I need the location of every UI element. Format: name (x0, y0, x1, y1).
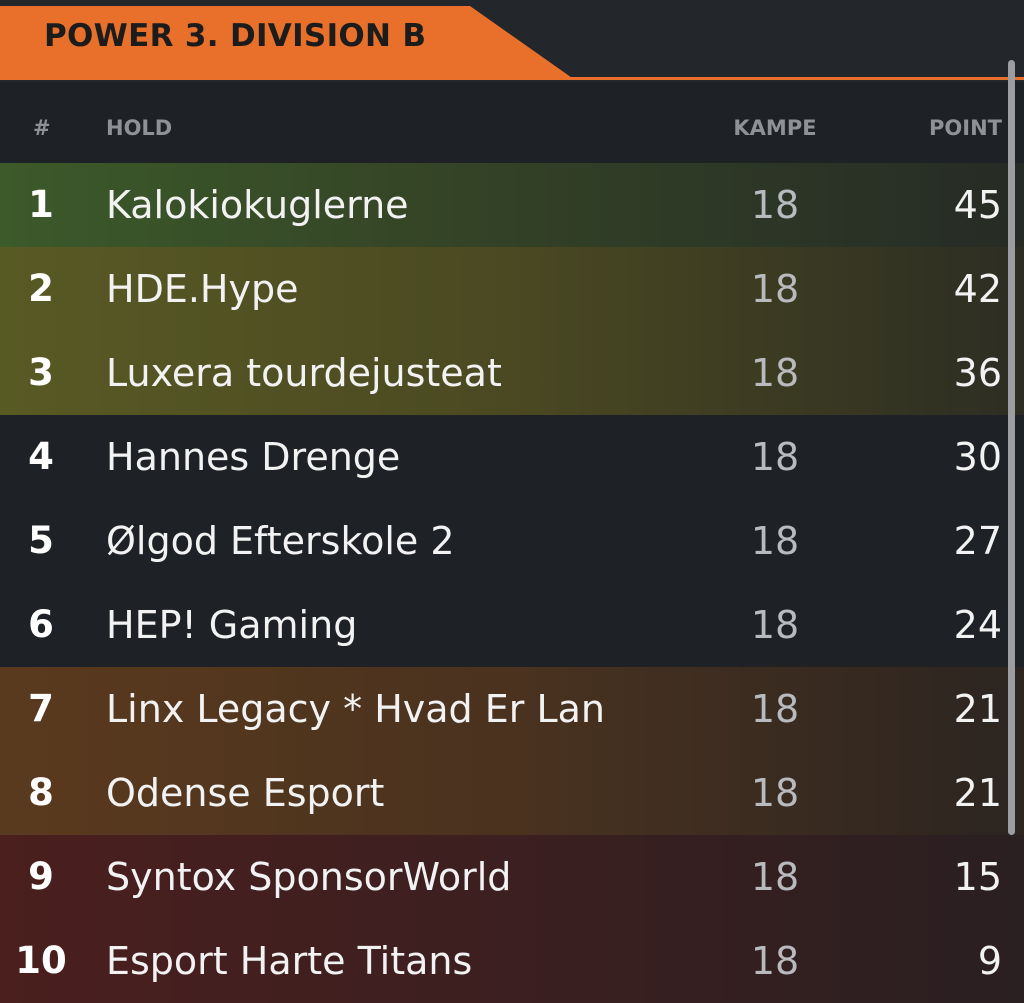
row-team: Esport Harte Titans (106, 939, 473, 983)
row-rank: 2 (28, 267, 54, 310)
row-rank: 1 (28, 183, 54, 226)
row-team: Luxera tourdejusteat (106, 351, 502, 395)
row-rank: 9 (28, 855, 54, 898)
row-rank: 8 (28, 771, 54, 814)
table-row[interactable]: 8 Odense Esport 18 21 (0, 751, 1024, 835)
row-team: Ølgod Efterskole 2 (106, 519, 455, 563)
row-points: 15 (953, 855, 1002, 899)
row-team: HDE.Hype (106, 267, 299, 311)
row-games: 18 (750, 939, 800, 983)
standings-header: POWER 3. DIVISION B (0, 0, 1024, 82)
row-team: HEP! Gaming (106, 603, 358, 647)
row-team: Hannes Drenge (106, 435, 401, 479)
row-games: 18 (750, 771, 800, 815)
vertical-scrollbar[interactable] (1008, 60, 1015, 835)
table-row[interactable]: 5 Ølgod Efterskole 2 18 27 (0, 499, 1024, 583)
column-header-rank: # (33, 116, 51, 140)
table-row[interactable]: 6 HEP! Gaming 18 24 (0, 583, 1024, 667)
table-row[interactable]: 2 HDE.Hype 18 42 (0, 247, 1024, 331)
table-row[interactable]: 7 Linx Legacy * Hvad Er Lan 18 21 (0, 667, 1024, 751)
column-header-games: KAMPE (733, 116, 817, 140)
row-points: 21 (953, 771, 1002, 815)
row-rank: 6 (28, 603, 54, 646)
row-rank: 5 (28, 519, 54, 562)
standings-table: 1 Kalokiokuglerne 18 45 2 HDE.Hype 18 42… (0, 163, 1024, 1003)
table-row[interactable]: 10 Esport Harte Titans 18 9 (0, 919, 1024, 1003)
row-rank: 3 (28, 351, 54, 394)
row-games: 18 (750, 519, 800, 563)
row-games: 18 (750, 855, 800, 899)
row-rank: 10 (15, 939, 67, 982)
row-points: 24 (953, 603, 1002, 647)
division-title: POWER 3. DIVISION B (44, 18, 427, 54)
row-games: 18 (750, 267, 800, 311)
row-points: 21 (953, 687, 1002, 731)
row-games: 18 (750, 351, 800, 395)
row-games: 18 (750, 687, 800, 731)
row-games: 18 (750, 603, 800, 647)
row-rank: 7 (28, 687, 54, 730)
table-row[interactable]: 1 Kalokiokuglerne 18 45 (0, 163, 1024, 247)
row-team: Linx Legacy * Hvad Er Lan (106, 687, 606, 731)
column-header-team: HOLD (106, 116, 173, 140)
row-games: 18 (750, 435, 800, 479)
title-tab (0, 6, 575, 80)
row-team: Odense Esport (106, 771, 385, 815)
table-row[interactable]: 4 Hannes Drenge 18 30 (0, 415, 1024, 499)
row-points: 36 (953, 351, 1002, 395)
row-points: 27 (953, 519, 1002, 563)
row-points: 30 (953, 435, 1002, 479)
table-row[interactable]: 9 Syntox SponsorWorld 18 15 (0, 835, 1024, 919)
row-team: Syntox SponsorWorld (106, 855, 512, 899)
row-points: 45 (953, 183, 1002, 227)
row-team: Kalokiokuglerne (106, 183, 409, 227)
title-underline (560, 77, 1024, 80)
row-points: 9 (977, 939, 1002, 983)
row-rank: 4 (28, 435, 54, 478)
row-points: 42 (953, 267, 1002, 311)
column-header-points: POINT (929, 116, 1002, 140)
row-games: 18 (750, 183, 800, 227)
table-row[interactable]: 3 Luxera tourdejusteat 18 36 (0, 331, 1024, 415)
